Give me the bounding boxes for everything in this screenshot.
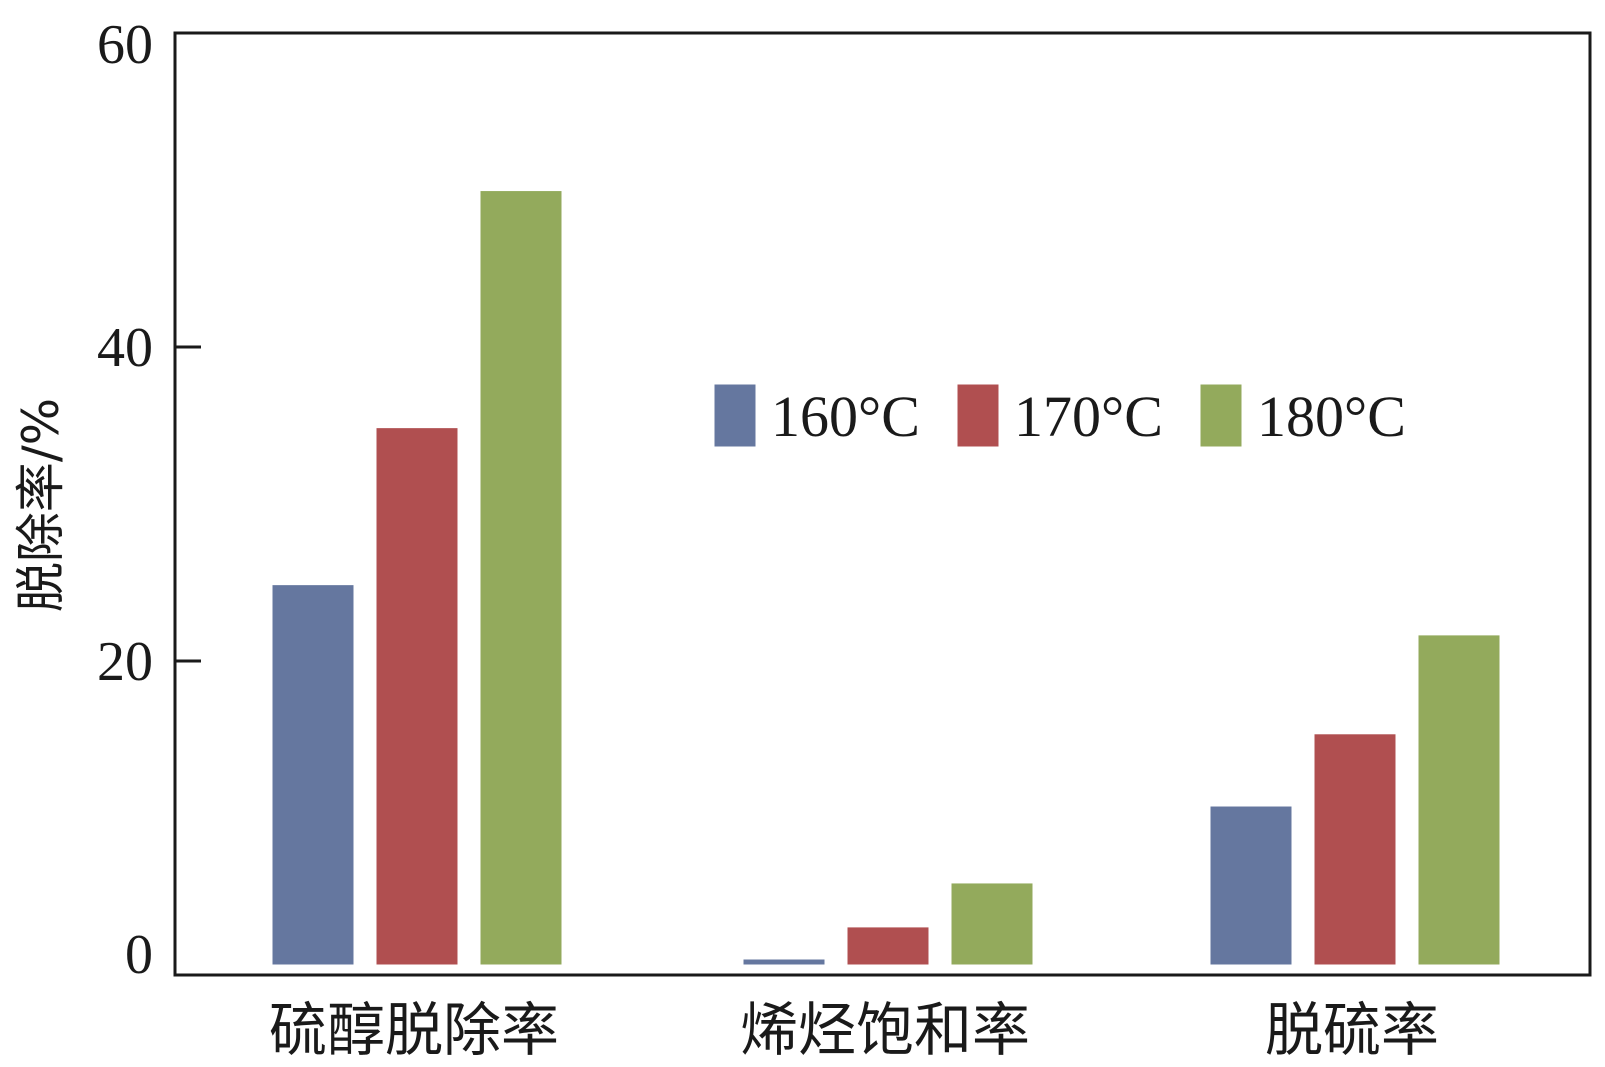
legend-swatch xyxy=(1200,384,1242,447)
legend-swatch xyxy=(714,384,756,447)
legend-swatch xyxy=(957,384,999,447)
y-tick-label: 0 xyxy=(125,924,153,986)
legend-label: 180°C xyxy=(1257,384,1406,449)
category-label: 烯烃饱和率 xyxy=(740,996,1030,1064)
bar-3-3 xyxy=(1418,635,1500,965)
y-axis: 0 20 40 60 xyxy=(97,14,201,986)
bar-1-2 xyxy=(376,428,458,965)
y-axis-title: 脱除率/% xyxy=(12,398,70,612)
category-label: 脱硫率 xyxy=(1265,996,1439,1064)
legend-label: 160°C xyxy=(771,384,920,449)
y-tick-label: 60 xyxy=(97,14,153,76)
plot-frame xyxy=(173,31,1592,977)
bars-layer xyxy=(272,191,1500,965)
bar-1-3 xyxy=(480,191,562,965)
bar-3-1 xyxy=(1210,806,1292,965)
x-axis: 硫醇脱除率 烯烃饱和率 脱硫率 xyxy=(269,996,1439,1064)
bar-1-1 xyxy=(272,585,354,965)
bar-2-3 xyxy=(951,883,1033,965)
bar-2-2 xyxy=(847,927,929,965)
y-tick-label: 40 xyxy=(97,317,153,379)
bar-3-2 xyxy=(1314,734,1396,965)
category-label: 硫醇脱除率 xyxy=(269,996,559,1064)
legend: 160°C 170°C 180°C xyxy=(714,384,1406,449)
bar-2-1 xyxy=(743,959,825,965)
y-tick-label: 20 xyxy=(97,631,153,693)
legend-label: 170°C xyxy=(1014,384,1163,449)
